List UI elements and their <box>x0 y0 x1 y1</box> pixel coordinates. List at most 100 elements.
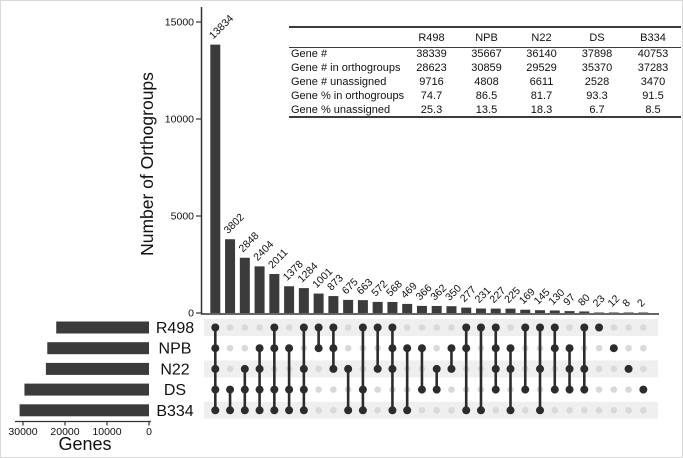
matrix-dot-inactive <box>226 365 234 373</box>
intersection-bar <box>387 301 398 313</box>
matrix-dot-active <box>462 406 471 415</box>
intersection-bar <box>343 299 354 313</box>
matrix-dot-active <box>344 364 353 373</box>
intersection-axis-title: Number of Orthogroups <box>137 72 157 256</box>
table-row: Gene % in orthogroups 74.7 86.5 81.7 93.… <box>289 89 681 103</box>
matrix-dot-active <box>240 406 249 415</box>
matrix-dot-inactive <box>625 324 632 331</box>
cell-value: 81.7 <box>530 90 553 102</box>
matrix-dot-active <box>373 323 382 332</box>
matrix-dot-active <box>609 344 618 353</box>
intersection-bar <box>254 266 265 313</box>
matrix-dot-active <box>447 364 456 373</box>
matrix-dot-active <box>329 364 338 373</box>
intersection-bar <box>564 311 575 313</box>
matrix-dot-inactive <box>433 407 441 414</box>
set-label: N22 <box>160 361 189 378</box>
matrix-dot-active <box>565 364 574 373</box>
matrix-dot-inactive <box>330 386 337 393</box>
matrix-dot-inactive <box>595 386 603 393</box>
matrix-dot-inactive <box>403 324 411 331</box>
cell-value: 4808 <box>474 76 499 88</box>
matrix-dot-inactive <box>610 365 618 373</box>
intersection-bar-label: 8 <box>620 297 633 310</box>
cell-value: 13.5 <box>475 103 498 116</box>
matrix-dot-inactive <box>418 407 426 414</box>
table-col-header: N22 <box>531 31 552 44</box>
set-axis-tick-label: 30000 <box>8 426 37 438</box>
matrix-dot-active <box>240 364 249 373</box>
matrix-dot-inactive <box>521 407 529 414</box>
matrix-dot-active <box>329 344 338 353</box>
row-label: Gene # <box>291 48 328 61</box>
intersection-bar <box>475 308 486 313</box>
intersection-bar <box>461 307 472 313</box>
matrix-dot-active <box>639 385 648 394</box>
table-col-header: R498 <box>418 31 445 44</box>
matrix-dot-active <box>403 406 412 415</box>
cell-value: 18.3 <box>530 103 553 116</box>
table-row: Gene # in orthogroups 28623 30859 29529 … <box>289 61 681 75</box>
cell-value: 30859 <box>471 62 502 74</box>
cell-value: 35370 <box>581 62 613 74</box>
matrix-dot-inactive <box>226 344 234 352</box>
matrix-dot-inactive <box>492 407 500 414</box>
cell-value: 3470 <box>640 76 666 88</box>
set-size-bar <box>56 321 149 334</box>
matrix-dot-inactive <box>566 324 573 331</box>
set-axis-tick-label: 10000 <box>92 426 121 438</box>
matrix-dot-active <box>358 323 367 332</box>
matrix-dot-inactive <box>344 344 352 352</box>
intersection-bar <box>594 312 605 313</box>
matrix-dot-inactive <box>610 407 618 414</box>
intersection-bar-label: 3802 <box>222 211 247 236</box>
matrix-dot-active <box>329 323 338 332</box>
matrix-dot-inactive <box>610 386 618 393</box>
matrix-dot-active <box>270 344 279 353</box>
intersection-bar <box>239 257 250 313</box>
matrix-dot-active <box>255 364 264 373</box>
cell-value: 25.3 <box>420 103 443 116</box>
matrix-row-stripe <box>204 401 658 419</box>
matrix-dot-active <box>270 406 279 415</box>
intersection-bar-label: 13834 <box>207 12 236 41</box>
matrix-dot-active <box>388 323 397 332</box>
matrix-dot-active <box>388 344 397 353</box>
cell-value: 36140 <box>526 48 557 61</box>
table-row: Gene # 38339 35667 36140 37898 40753 <box>289 47 681 61</box>
intersection-bar <box>225 239 236 313</box>
row-label: Gene % in orthogroups <box>291 90 404 102</box>
matrix-dot-inactive <box>315 407 322 414</box>
matrix-dot-active <box>506 344 515 353</box>
cell-value: 86.5 <box>475 90 498 102</box>
matrix-dot-active <box>299 364 308 373</box>
matrix-dot-active <box>536 364 545 373</box>
set-label: B334 <box>156 403 193 420</box>
matrix-dot-inactive <box>640 365 647 373</box>
intersection-bar <box>269 273 280 313</box>
matrix-dot-active <box>314 344 323 353</box>
row-label: Gene # in orthogroups <box>291 62 401 74</box>
matrix-dot-active <box>299 406 308 415</box>
matrix-dot-active <box>285 406 294 415</box>
table-col-header: DS <box>589 31 605 44</box>
intersection-bar-label: 2 <box>635 297 648 310</box>
matrix-dot-inactive <box>226 324 234 331</box>
row-label: Gene # unassigned <box>291 76 387 88</box>
intersection-bar <box>431 305 442 313</box>
matrix-dot-inactive <box>551 407 559 414</box>
matrix-dot-inactive <box>595 407 603 414</box>
intersection-axis-tick-label: 5000 <box>171 211 195 223</box>
matrix-dot-active <box>211 323 220 332</box>
matrix-dot-active <box>270 385 279 394</box>
matrix-dot-inactive <box>595 344 603 352</box>
matrix-dot-inactive <box>330 407 337 414</box>
matrix-dot-active <box>521 323 530 332</box>
matrix-dot-active <box>565 385 574 394</box>
cell-value: 29529 <box>526 62 557 74</box>
matrix-dot-active <box>211 364 220 373</box>
cell-value: 40753 <box>637 48 669 61</box>
matrix-dot-inactive <box>285 324 293 331</box>
cell-value: 2528 <box>584 76 610 88</box>
